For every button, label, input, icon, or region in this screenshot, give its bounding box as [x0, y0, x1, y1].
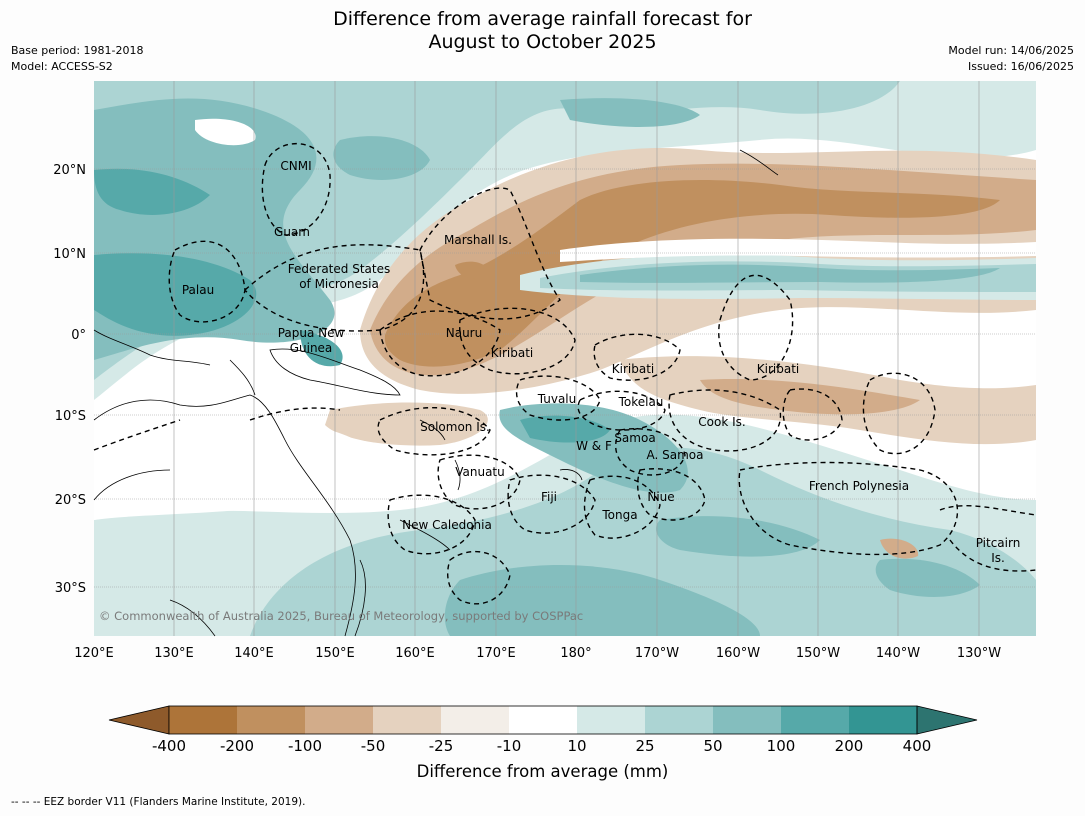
region-label-kiribati-east: Kiribati	[757, 362, 799, 376]
map-title: Difference from average rainfall forecas…	[0, 8, 1085, 54]
region-label-png-2: Guinea	[290, 341, 333, 355]
lon-label-130w: 130°W	[957, 646, 1001, 661]
latitude-labels: 20°N 10°N 0° 10°S 20°S 30°S	[53, 163, 86, 596]
region-label-fiji: Fiji	[541, 490, 557, 504]
map-title-line2: August to October 2025	[428, 31, 657, 53]
region-label-pitcairn-2: Is.	[991, 551, 1005, 565]
colorbar-tick: 10	[567, 737, 586, 755]
lat-label-10n: 10°N	[53, 247, 86, 262]
copyright-notice: © Commonwealth of Australia 2025, Bureau…	[99, 609, 584, 623]
colorbar-bin	[305, 706, 373, 734]
lon-label-170e: 170°E	[476, 646, 516, 661]
region-label-fsm-2: of Micronesia	[299, 277, 379, 291]
region-label-vanuatu: Vanuatu	[455, 465, 505, 479]
colorbar-bin	[849, 706, 917, 734]
colorbar-bin	[509, 706, 577, 734]
region-labels: CNMI Guam Marshall Is. Federated States …	[182, 159, 1020, 565]
colorbar-tick: 400	[903, 737, 932, 755]
lon-label-170w: 170°W	[635, 646, 679, 661]
lat-label-10s: 10°S	[55, 409, 86, 424]
colorbar-bin	[373, 706, 441, 734]
colorbar-tick: -50	[361, 737, 386, 755]
colorbar-extend-min	[108, 705, 170, 735]
lon-label-160e: 160°E	[395, 646, 435, 661]
region-label-kiribati-central: Kiribati	[612, 362, 654, 376]
colorbar-tick: 100	[767, 737, 796, 755]
colorbar-bin	[441, 706, 509, 734]
eez-borders	[93, 143, 1037, 605]
lat-label-30s: 30°S	[55, 581, 86, 596]
lon-label-120e: 120°E	[74, 646, 114, 661]
longitude-labels: 120°E 130°E 140°E 150°E 160°E 170°E 180°…	[74, 646, 1001, 661]
region-label-american-samoa: A. Samoa	[647, 448, 704, 462]
colorbar-tick: 50	[703, 737, 722, 755]
colorbar-tick: 200	[835, 737, 864, 755]
region-label-tonga: Tonga	[601, 508, 637, 522]
lat-label-20n: 20°N	[53, 163, 86, 178]
issued-date: Issued: 16/06/2025	[967, 60, 1074, 73]
region-label-tokelau: Tokelau	[618, 395, 664, 409]
lon-label-130e: 130°E	[154, 646, 194, 661]
lon-label-180: 180°	[560, 646, 591, 661]
region-label-palau: Palau	[182, 283, 214, 297]
region-label-tuvalu: Tuvalu	[537, 392, 577, 406]
colorbar-title: Difference from average (mm)	[416, 762, 669, 781]
lon-label-160w: 160°W	[716, 646, 760, 661]
colorbar-tick: -200	[220, 737, 254, 755]
region-label-marshall: Marshall Is.	[444, 233, 512, 247]
lon-label-150w: 150°W	[796, 646, 840, 661]
colorbar-extend-max	[916, 705, 978, 735]
lon-label-140e: 140°E	[234, 646, 274, 661]
colorbar-bin	[169, 706, 237, 734]
lat-label-0: 0°	[71, 328, 86, 343]
colorbar-bin	[645, 706, 713, 734]
region-label-samoa: Samoa	[614, 431, 655, 445]
base-period: Base period: 1981-2018	[11, 44, 144, 57]
colorbar-tick: -10	[497, 737, 522, 755]
region-label-fsm-1: Federated States	[288, 262, 390, 276]
lat-label-20s: 20°S	[55, 493, 86, 508]
colorbar-tick: 25	[635, 737, 654, 755]
region-label-cnmi: CNMI	[280, 159, 311, 173]
lon-label-150e: 150°E	[315, 646, 355, 661]
region-label-solomon: Solomon Is.	[420, 420, 490, 434]
colorbar-tick: -100	[288, 737, 322, 755]
region-label-cook: Cook Is.	[698, 415, 745, 429]
map-title-line1: Difference from average rainfall forecas…	[333, 8, 752, 30]
region-label-new-caledonia: New Caledonia	[402, 518, 492, 532]
lon-label-140w: 140°W	[876, 646, 920, 661]
colorbar-bin	[577, 706, 645, 734]
region-label-wallis-futuna: W & F	[576, 439, 612, 453]
colorbar: -400 -200 -100 -50 -25 -10 10 25 50 100 …	[108, 705, 978, 755]
colorbar-bin	[713, 706, 781, 734]
eez-footnote: -- -- -- EEZ border V11 (Flanders Marine…	[11, 796, 306, 808]
region-label-nauru: Nauru	[446, 326, 482, 340]
graticule	[94, 81, 1036, 636]
region-label-pitcairn-1: Pitcairn	[976, 536, 1021, 550]
region-label-kiribati-west: Kiribati	[491, 346, 533, 360]
colorbar-bin	[237, 706, 305, 734]
rainfall-anomaly-field	[94, 81, 1036, 636]
meta-left: Base period: 1981-2018 Model: ACCESS-S2	[11, 43, 143, 75]
region-label-guam: Guam	[274, 225, 310, 239]
colorbar-tick: -400	[152, 737, 186, 755]
colorbar-bin	[781, 706, 849, 734]
coastlines	[93, 149, 779, 637]
model-name: Model: ACCESS-S2	[11, 60, 113, 73]
region-label-png-1: Papua New	[278, 326, 345, 340]
region-label-french-polynesia: French Polynesia	[809, 479, 909, 493]
colorbar-tick: -25	[429, 737, 454, 755]
meta-right: Model run: 14/06/2025 Issued: 16/06/2025	[948, 43, 1074, 75]
model-run: Model run: 14/06/2025	[948, 44, 1074, 57]
region-label-niue: Niue	[647, 490, 674, 504]
